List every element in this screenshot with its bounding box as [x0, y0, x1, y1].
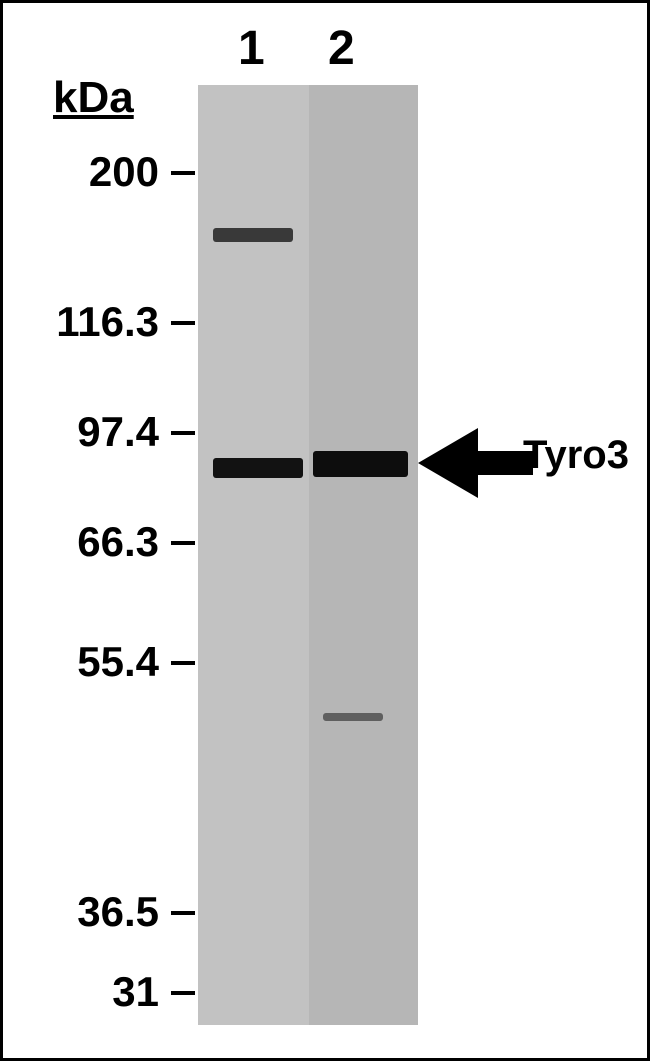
- mw-marker-55.4: 55.4: [77, 638, 159, 686]
- mw-tick-31: [171, 991, 195, 995]
- mw-marker-97.4: 97.4: [77, 408, 159, 456]
- band-lane1-0: [213, 228, 293, 242]
- band-lane2-2: [313, 451, 408, 477]
- kda-header: kDa: [53, 73, 134, 123]
- target-arrow-icon: [418, 423, 538, 503]
- band-lane2-3: [323, 713, 383, 721]
- figure-container: 1 2 kDa 200 116.3 97.4 66.3 55.4 36.5 31 Tyro3: [0, 0, 650, 1061]
- blot-membrane: [198, 85, 418, 1025]
- lane-2-bg: [309, 85, 418, 1025]
- mw-tick-55.4: [171, 661, 195, 665]
- mw-tick-97.4: [171, 431, 195, 435]
- lane-1-label: 1: [238, 21, 265, 76]
- mw-marker-66.3: 66.3: [77, 518, 159, 566]
- mw-tick-200: [171, 171, 195, 175]
- lane-2-label: 2: [328, 21, 355, 76]
- mw-tick-116.3: [171, 321, 195, 325]
- mw-marker-200: 200: [89, 148, 159, 196]
- mw-marker-31: 31: [112, 968, 159, 1016]
- mw-tick-36.5: [171, 911, 195, 915]
- lane-1-bg: [198, 85, 309, 1025]
- mw-marker-116.3: 116.3: [56, 298, 159, 346]
- band-lane1-1: [213, 458, 303, 478]
- mw-marker-36.5: 36.5: [77, 888, 159, 936]
- target-protein-label: Tyro3: [523, 433, 629, 478]
- mw-tick-66.3: [171, 541, 195, 545]
